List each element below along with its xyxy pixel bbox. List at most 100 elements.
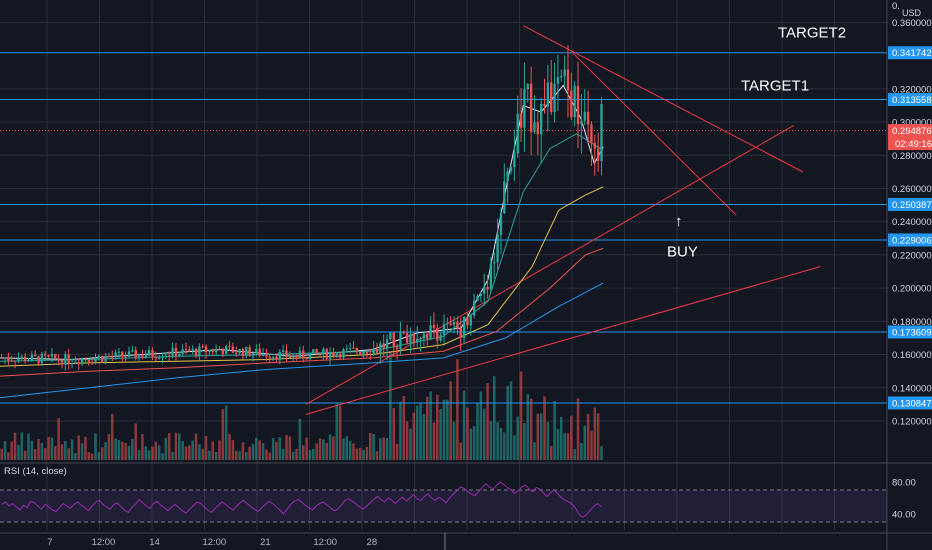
- candle-body: [325, 348, 328, 359]
- price-axis[interactable]: 0.360000 0.320000 0.300000 0.280000 0.260000…: [888, 18, 932, 428]
- candle-body: [506, 171, 509, 182]
- volume-bar: [228, 433, 231, 460]
- candle-body: [77, 362, 80, 365]
- volume-bar: [208, 450, 211, 460]
- volume-bar: [560, 417, 563, 460]
- rsi-line: [1, 481, 602, 518]
- volume-bar: [94, 433, 97, 460]
- volume-bar: [285, 434, 288, 460]
- candle-body: [392, 332, 395, 347]
- volume-bar: [422, 414, 426, 460]
- candle-body: [111, 356, 114, 358]
- candle-body: [355, 348, 359, 353]
- time-axis[interactable]: 7 12:00 14 12:00 21 12:00 28: [47, 533, 446, 550]
- volume-bar: [482, 408, 486, 460]
- candle-body: [338, 353, 342, 358]
- candle-body: [40, 354, 44, 364]
- annotation-label: TARGET2: [778, 24, 846, 41]
- candle-body: [503, 181, 506, 214]
- candle-body: [308, 353, 312, 360]
- volume-bar: [332, 436, 335, 460]
- candle-body: [479, 293, 483, 297]
- candle-body: [493, 262, 496, 264]
- volume-bar: [315, 443, 318, 460]
- time-tick-label: 28: [367, 537, 378, 548]
- volume-bar: [255, 437, 258, 460]
- candle-body: [369, 353, 372, 355]
- candle-body: [245, 347, 248, 357]
- currency-label[interactable]: USD: [902, 8, 922, 18]
- price-tick-label: 0.260000: [892, 184, 932, 195]
- candle-body: [124, 356, 127, 358]
- volume-bar: [439, 408, 442, 460]
- volume-bar: [238, 451, 241, 460]
- time-tick-label: 12:00: [202, 537, 226, 548]
- candle-body: [312, 349, 315, 354]
- volume-bar: [60, 444, 64, 460]
- volume-bar: [27, 433, 30, 460]
- candle-body: [225, 346, 228, 355]
- candle-body: [335, 353, 338, 357]
- volume-bar: [492, 376, 496, 460]
- candle-body: [372, 349, 375, 355]
- volume-bar: [0, 448, 3, 460]
- volume-bar: [425, 396, 429, 460]
- candle-body: [37, 355, 40, 364]
- volume-bar: [368, 433, 372, 460]
- candle-body: [389, 332, 392, 340]
- candle-body: [519, 113, 523, 128]
- volume-bar: [442, 399, 446, 460]
- volume-bar: [100, 447, 104, 460]
- candle-body: [523, 89, 526, 128]
- candle-body: [67, 354, 70, 364]
- candle-body: [34, 354, 37, 356]
- candle-body: [365, 352, 369, 354]
- candle-body: [13, 360, 17, 362]
- candle-body: [322, 348, 325, 354]
- volume-bar: [298, 418, 302, 460]
- candle-body: [449, 323, 452, 325]
- volume-bar: [513, 435, 516, 460]
- volume-bar: [301, 445, 305, 460]
- candle-body: [573, 85, 576, 118]
- candle-body: [486, 286, 489, 290]
- volume-bar: [97, 452, 101, 460]
- candle-body: [466, 316, 469, 326]
- candle-body: [426, 333, 429, 339]
- candle-body: [586, 111, 590, 125]
- volume-bar: [506, 385, 509, 460]
- volume-bar: [553, 401, 556, 460]
- volume-bar: [181, 441, 184, 460]
- candle-body: [188, 349, 191, 351]
- volume-bar: [47, 437, 50, 460]
- volume-bar: [23, 450, 27, 460]
- candle-body: [117, 351, 121, 353]
- volume-bar: [121, 441, 124, 460]
- volume-bar: [221, 409, 225, 460]
- volume-bar: [154, 441, 158, 460]
- volume-bar: [251, 443, 255, 460]
- last-price-tag: [888, 124, 932, 151]
- volume-bar: [151, 446, 154, 460]
- volume-bar: [419, 402, 422, 460]
- candle-body: [258, 348, 261, 356]
- last-price-label: 0.294876: [892, 126, 932, 137]
- upper-triangle-line: [523, 25, 803, 173]
- candle-body: [409, 334, 412, 343]
- volume-bar: [469, 428, 473, 460]
- rsi-legend[interactable]: RSI (14, close): [4, 466, 67, 477]
- volume-bar: [50, 437, 54, 460]
- candle-body: [20, 356, 23, 359]
- volume-bar: [586, 413, 590, 460]
- volume-bar: [171, 452, 174, 460]
- volume-bar: [110, 413, 114, 460]
- candle-body: [161, 357, 164, 359]
- candle-body: [332, 352, 335, 357]
- candle-body: [590, 124, 593, 143]
- volume-bar: [536, 413, 540, 460]
- volume-bar: [131, 439, 134, 460]
- level-tag: [888, 46, 932, 60]
- level-tag-label: 0.173609: [892, 327, 932, 338]
- candle-body: [141, 354, 144, 358]
- candle-body: [496, 234, 499, 263]
